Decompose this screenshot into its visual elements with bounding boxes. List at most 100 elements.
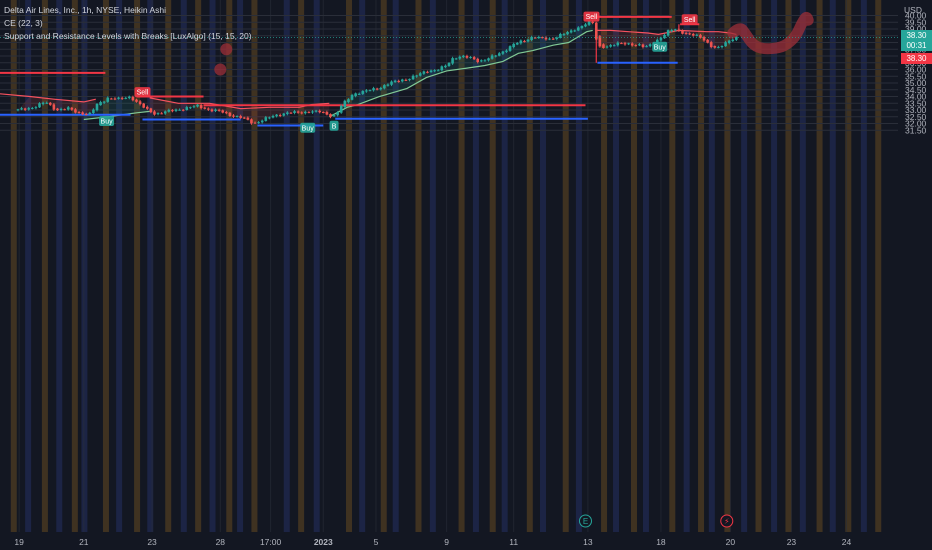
y-tick-label: 39.00 [905,24,927,34]
session-band [165,0,172,532]
candle-body [440,66,444,71]
candle-body [174,109,178,111]
candle-body [641,44,645,48]
signal-box [329,120,339,131]
candle-body [713,46,717,48]
candle-body [401,79,404,82]
candle-body [530,36,533,40]
session-band [429,0,436,532]
candle-body [149,108,153,113]
dividend-icon: ⚡ [720,514,734,528]
candle-body [268,117,271,119]
session-band [613,0,620,532]
session-band [102,0,109,532]
candle-body [102,101,106,103]
legend-ce: CE (22, 3) [4,18,43,28]
candle-body [365,90,368,92]
candle-body [336,112,339,116]
candle-body [339,105,343,113]
candle-body [429,70,433,73]
candle-body [677,29,681,31]
x-tick-label: 11 [509,537,518,547]
session-band [71,0,78,532]
session-band [10,0,17,532]
candle-body [436,70,440,72]
session-band [392,0,399,532]
candle-body [659,37,663,41]
candle-body [41,102,45,105]
signal-label: Sell [684,17,696,24]
candle-body [77,111,81,113]
x-tick-label: 23 [147,537,157,547]
candle-body [483,60,487,62]
candle-body [451,58,454,64]
candle-body [691,34,695,36]
session-band [346,0,353,532]
candle-body [580,26,584,29]
candle-body [717,47,720,49]
candle-body [181,109,185,111]
x-tick-label: 20 [726,537,736,547]
sell-signal: Sell [134,87,151,98]
candle-body [221,110,225,113]
candle-body [368,90,372,92]
candle-body [735,36,738,40]
candle-body [548,38,551,40]
candle-body [616,42,620,46]
y-tick-label: 40.00 [905,11,927,21]
candle-body [695,34,699,36]
session-band [472,0,479,532]
candle-body [598,36,602,47]
session-band [771,0,778,532]
legend-symbol: Delta Air Lines, Inc., 1h, NYSE, Heikin … [4,5,167,15]
candle-body [458,56,462,59]
candle-body [375,88,379,90]
candle-body [120,97,124,99]
candle-body [526,39,530,42]
chart-legend: Delta Air Lines, Inc., 1h, NYSE, Heikin … [4,4,252,43]
candle-body [88,112,92,115]
candle-body [673,29,677,31]
candle-body [228,112,232,117]
candle-body [559,33,562,38]
candle-body [415,75,418,77]
candle-body [573,30,577,32]
session-band [575,0,582,532]
candle-body [70,107,74,110]
candle-body [638,44,641,46]
candle-body [34,107,38,109]
signal-box [300,122,316,133]
candle-body [390,81,393,85]
y-tick-label: 33.00 [905,105,927,115]
candle-body [418,73,422,76]
candle-body [663,34,666,39]
candle-body [171,110,174,112]
session-band [829,0,836,532]
candle-body [271,115,275,118]
candle-body [250,119,253,124]
candle-body [490,55,494,59]
candle-body [242,117,246,119]
drawn-dot [220,43,233,56]
candle-body [706,39,709,43]
candle-body [688,33,691,35]
candle-body [59,109,63,111]
session-band [237,0,244,532]
candle-body [551,38,555,40]
candle-body [350,95,354,100]
candle-body [286,112,289,114]
candle-body [361,90,365,94]
candle-body [45,102,48,104]
candle-body [397,80,401,82]
session-band [698,0,705,532]
candle-body [379,88,383,90]
candle-body [569,30,573,33]
session-band [489,0,496,532]
session-band [741,0,748,532]
y-tick-label: 34.50 [905,85,927,95]
candle-body [282,113,286,116]
candle-body [296,111,300,113]
currency-label: USD [904,5,922,15]
candle-body [185,107,189,110]
